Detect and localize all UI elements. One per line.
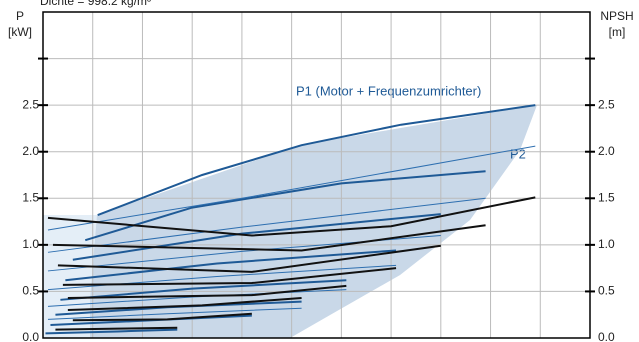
series-line [65, 249, 397, 282]
y-tick-label: 1.0 [22, 237, 39, 251]
y-tick-label: 0.5 [22, 284, 39, 298]
series-line [47, 307, 302, 320]
annotation: P1 (Motor + Frequenzumrichter) [296, 83, 481, 98]
y2-label: [m] [609, 25, 626, 39]
subtitle: Dichte = 998.2 kg/m³ [40, 0, 151, 8]
series-line [72, 312, 252, 322]
y-tick-label: 2.5 [22, 97, 39, 111]
y2-tick-label: 1.5 [598, 190, 615, 204]
y-label: P [16, 9, 24, 23]
operating-area [90, 105, 537, 338]
y-tick-label: 2.0 [22, 144, 39, 158]
y2-tick-label: 0.5 [598, 284, 615, 298]
series-line [67, 284, 347, 299]
series-line [47, 145, 536, 231]
series-line [52, 224, 486, 252]
y2-tick-label: 2.0 [598, 144, 615, 158]
series-line [97, 104, 536, 216]
series-line [60, 279, 347, 301]
series-line [55, 326, 178, 331]
y2-tick-label: 1.0 [598, 237, 615, 251]
series-line [47, 197, 486, 253]
y-tick-label: 0.0 [22, 330, 39, 342]
series-line [45, 328, 178, 335]
y2-tick-label: 2.5 [598, 97, 615, 111]
y-tick-label: 1.5 [22, 190, 39, 204]
series-line [57, 244, 441, 273]
series-line [47, 196, 536, 237]
series-line [84, 170, 486, 242]
plot-frame [42, 11, 591, 339]
series-line [62, 267, 397, 286]
y2-label: NPSH [600, 9, 633, 23]
series-line [67, 296, 302, 312]
y2-tick-label: 0.0 [598, 330, 615, 342]
y-label: [kW] [8, 25, 32, 39]
